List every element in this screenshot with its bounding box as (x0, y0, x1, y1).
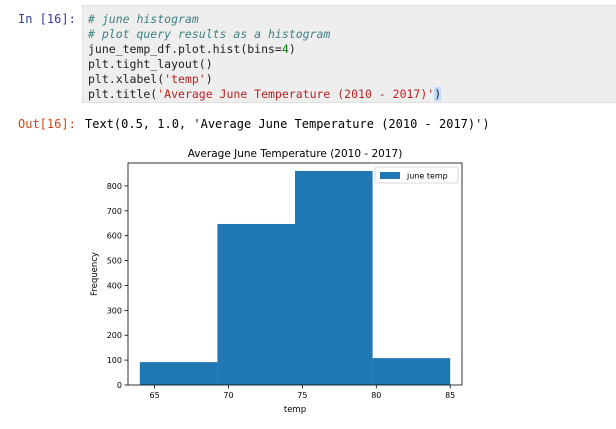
code-line[interactable]: # plot query results as a histogram (88, 27, 330, 42)
code-token: 'Average June Temperature (2010 - 2017)' (157, 87, 435, 101)
chart-title: Average June Temperature (2010 - 2017) (188, 148, 403, 160)
x-tick-label: 75 (297, 391, 307, 400)
code-line[interactable]: june_temp_df.plot.hist(bins=4) (88, 42, 296, 57)
code-token: 'temp' (164, 72, 206, 86)
code-token: ) (205, 72, 213, 86)
code-line[interactable]: plt.xlabel('temp') (88, 72, 213, 87)
y-tick-label: 200 (107, 331, 122, 340)
y-tick-label: 0 (117, 381, 122, 390)
input-prompt: In [16]: (18, 12, 76, 26)
code-token: ) (288, 42, 296, 56)
code-token: plt.xlabel( (88, 72, 165, 86)
histogram-bar (295, 170, 373, 385)
code-cell[interactable]: # june histogram # plot query results as … (82, 5, 616, 103)
y-tick-label: 500 (107, 257, 122, 266)
code-token: ) (434, 87, 442, 101)
code-token: plt.title( (88, 87, 158, 101)
output-prompt: Out[16]: (18, 117, 76, 131)
legend-swatch (380, 172, 400, 179)
y-tick-label: 800 (107, 182, 122, 191)
histogram-bar (139, 362, 218, 385)
y-tick-label: 100 (107, 356, 122, 365)
x-tick-label: 85 (445, 391, 455, 400)
y-tick-label: 400 (107, 281, 122, 290)
x-tick-label: 80 (371, 391, 381, 400)
code-token: june_temp_df.plot.hist(bins= (88, 42, 282, 56)
y-tick-label: 700 (107, 207, 122, 216)
code-line[interactable]: # june histogram (88, 12, 199, 27)
x-tick-label: 70 (223, 391, 233, 400)
code-line[interactable]: plt.title('Average June Temperature (201… (88, 87, 442, 102)
histogram-bar (217, 223, 295, 385)
code-token: 4 (281, 42, 289, 56)
x-tick-label: 65 (150, 391, 160, 400)
output-text: Text(0.5, 1.0, 'Average June Temperature… (85, 117, 490, 131)
y-axis-label: Frequency (90, 252, 100, 296)
plot-frame (127, 162, 463, 386)
legend-label: june temp (406, 172, 448, 181)
code-token: plt.tight_layout() (88, 57, 213, 71)
code-line[interactable]: plt.tight_layout() (88, 57, 213, 72)
code-token: # june histogram (88, 12, 199, 26)
y-tick-label: 300 (107, 306, 122, 315)
x-axis-label: temp (284, 405, 306, 415)
histogram-bar (372, 358, 451, 385)
code-token: # plot query results as a histogram (88, 27, 331, 41)
y-tick-label: 600 (107, 232, 122, 241)
